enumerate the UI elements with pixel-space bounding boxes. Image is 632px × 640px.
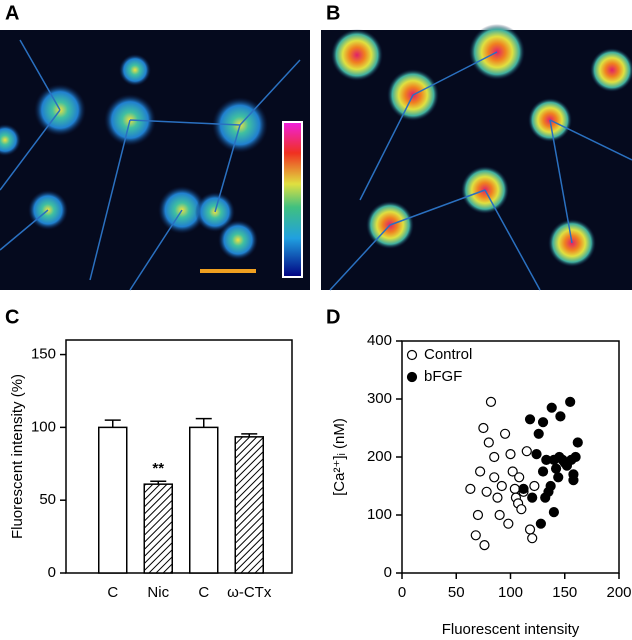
y-axis-label: Fluorescent intensity (%) [9, 374, 26, 539]
point [478, 422, 489, 434]
point [565, 396, 576, 407]
point [472, 509, 484, 521]
y-tick-label: 0 [384, 564, 392, 581]
bar [98, 426, 128, 574]
x-tick-label: Nic [147, 584, 169, 601]
point [492, 492, 503, 503]
point [483, 437, 494, 448]
y-tick-label: 300 [367, 390, 392, 407]
point [503, 518, 514, 529]
y-tick-label: 0 [48, 564, 56, 581]
x-tick-label: 200 [606, 584, 631, 601]
x-tick-label: 50 [448, 584, 465, 601]
panel-label: D [326, 306, 340, 328]
point [509, 483, 520, 494]
legend-label: Control [424, 346, 472, 363]
point [537, 417, 549, 428]
point [499, 428, 511, 439]
legend-marker [406, 349, 418, 361]
x-tick-label: 100 [498, 584, 523, 601]
point [535, 518, 546, 529]
point [470, 530, 481, 541]
point [570, 451, 581, 463]
micrograph-a [0, 30, 310, 291]
panel-label: B [326, 2, 340, 24]
point [553, 472, 564, 483]
point [529, 480, 540, 492]
point [524, 524, 536, 535]
y-tick-label: 400 [367, 332, 392, 349]
y-tick-label: 100 [367, 506, 392, 523]
y-tick-label: 50 [39, 491, 56, 508]
x-tick-label: 0 [398, 584, 406, 601]
point [550, 463, 562, 474]
point [494, 509, 505, 521]
x-tick-label: C [107, 584, 118, 601]
point [572, 437, 583, 448]
panel-label: A [5, 2, 19, 24]
point [485, 396, 497, 407]
panel-label: C [5, 306, 19, 328]
x-tick-label: C [198, 584, 209, 601]
point [531, 449, 542, 460]
y-tick-label: 200 [367, 448, 392, 465]
point [479, 540, 490, 551]
point [568, 475, 579, 486]
point [518, 483, 529, 494]
bar [143, 483, 173, 574]
x-tick-label: 150 [552, 584, 577, 601]
bar [189, 426, 219, 574]
x-axis-label: Fluorescent intensity [442, 621, 580, 638]
micrograph-b [321, 24, 632, 291]
point [548, 506, 560, 518]
point [507, 466, 518, 477]
plot-frame [65, 339, 293, 574]
legend-label: bFGF [424, 368, 462, 385]
annotation: ** [152, 460, 164, 477]
point [496, 480, 507, 492]
y-tick-label: 150 [31, 346, 56, 363]
y-axis-label: [Ca²⁺]ᵢ (nM) [331, 418, 348, 496]
point [545, 480, 556, 492]
bar [234, 436, 264, 574]
point [521, 446, 532, 457]
point [481, 486, 492, 497]
x-tick-label: ω-CTx [227, 584, 272, 601]
point [516, 504, 527, 515]
point [537, 466, 549, 477]
point [527, 533, 538, 544]
point [489, 472, 500, 483]
point [527, 492, 538, 503]
point [465, 483, 476, 494]
point [546, 402, 557, 413]
y-tick-label: 100 [31, 418, 56, 435]
point [475, 466, 486, 477]
point [554, 451, 565, 463]
point [533, 428, 544, 439]
point [540, 492, 551, 503]
point [555, 411, 566, 422]
point [514, 472, 525, 483]
point [524, 414, 536, 425]
point [505, 449, 516, 460]
legend-marker [406, 371, 418, 383]
point [489, 451, 500, 463]
